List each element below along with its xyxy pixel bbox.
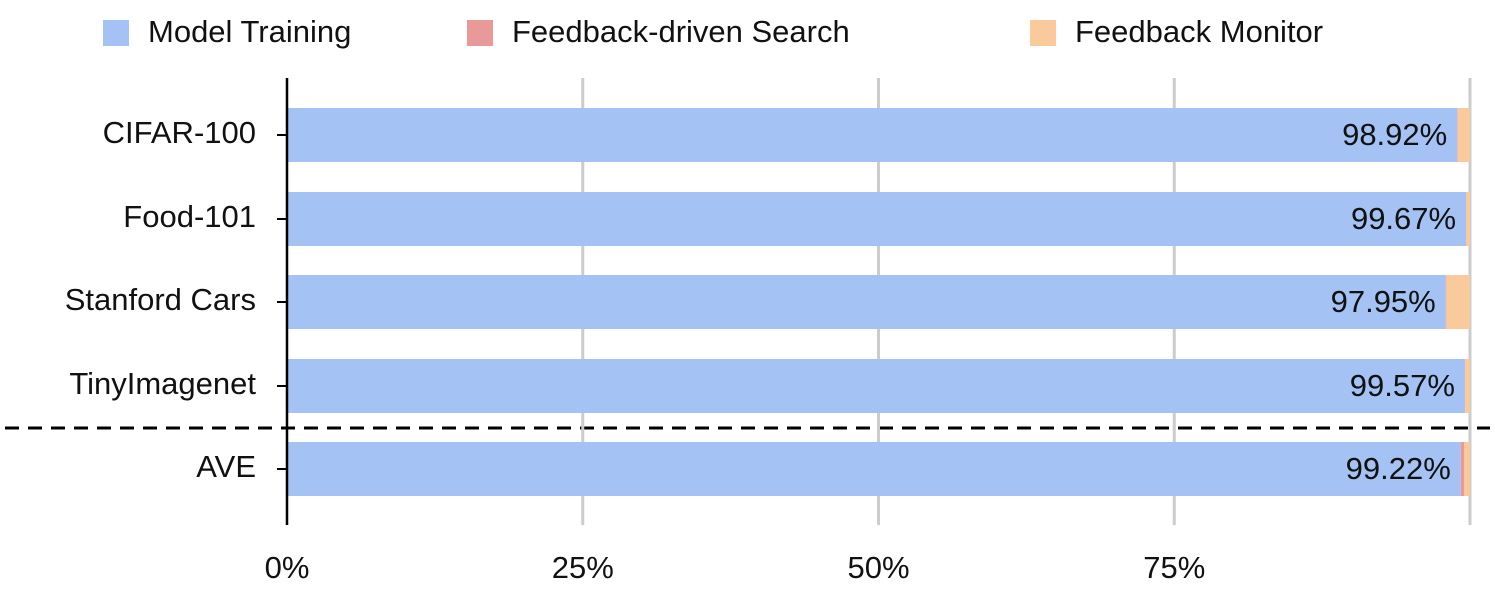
y-tick-label: TinyImagenet [69, 366, 256, 401]
bar-segment [1446, 275, 1470, 329]
y-tick-label: AVE [196, 449, 256, 484]
bar-segment [287, 192, 1467, 246]
bar-segment [287, 275, 1446, 329]
value-label: 99.22% [1346, 451, 1451, 486]
y-tick-label: Food-101 [123, 199, 256, 234]
bar-segment [287, 359, 1465, 413]
bar-segment [1466, 192, 1470, 246]
x-tick-label: 50% [847, 550, 909, 585]
bar-segment [1445, 275, 1447, 329]
value-label: 99.67% [1351, 201, 1456, 236]
x-tick-label: 0% [265, 550, 310, 585]
legend-swatch [467, 20, 493, 46]
value-label: 99.57% [1350, 368, 1455, 403]
value-label: 98.92% [1342, 117, 1447, 152]
bar-segment [1465, 359, 1470, 413]
bar-segment [287, 108, 1458, 162]
bar-segment [287, 442, 1461, 496]
bar-segment [1457, 108, 1470, 162]
legend-label: Feedback Monitor [1075, 14, 1323, 49]
y-tick-label: Stanford Cars [65, 282, 256, 317]
legend-swatch [1030, 20, 1056, 46]
bar-segment [1460, 442, 1465, 496]
bar-segment [1464, 442, 1470, 496]
legend-swatch [103, 20, 129, 46]
x-tick-label: 75% [1143, 550, 1205, 585]
y-tick-label: CIFAR-100 [103, 115, 256, 150]
bar-segment [1457, 108, 1458, 162]
value-label: 97.95% [1331, 284, 1436, 319]
x-tick-label: 25% [552, 550, 614, 585]
legend-label: Model Training [148, 14, 351, 49]
legend-label: Feedback-driven Search [512, 14, 850, 49]
